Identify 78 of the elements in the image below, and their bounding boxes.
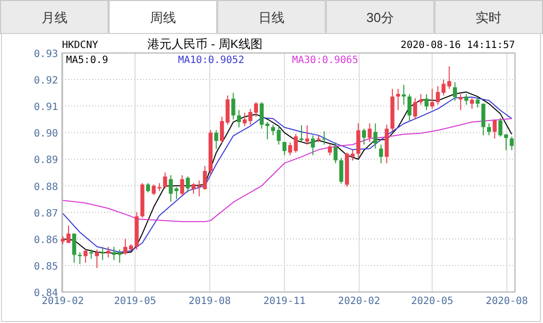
candlestick: [458, 94, 463, 111]
candlestick: [100, 246, 105, 261]
candlestick: [180, 174, 184, 197]
candlestick: [214, 130, 218, 150]
x-tick-label: 2019-02: [42, 296, 84, 307]
candlestick: [396, 88, 400, 111]
y-tick-label: 0.89: [34, 155, 58, 166]
candlestick: [424, 94, 428, 111]
candlestick: [413, 98, 418, 120]
text: MA10:0.9052: [178, 55, 244, 66]
x-tick-label: 2020-02: [338, 296, 380, 307]
candlestick: [294, 133, 298, 154]
text: 日线: [258, 10, 284, 25]
candlestick: [418, 94, 423, 106]
text: 2020-08-16 14:11:57: [400, 40, 515, 51]
candlestick: [265, 122, 270, 140]
candlestick: [339, 157, 344, 184]
x-tick-label: 2019-11: [263, 296, 306, 307]
candlestick: [328, 144, 332, 156]
x-tick-label: 2020-05: [411, 296, 454, 307]
candlestick: [356, 122, 360, 158]
candlestick: [379, 144, 384, 164]
text: 周线: [150, 10, 176, 25]
candlestick: [470, 98, 474, 110]
candlestick: [492, 118, 497, 140]
candlestick: [242, 112, 247, 127]
candlestick: [322, 130, 326, 146]
candlestick: [368, 122, 372, 142]
y-tick-label: 0.93: [34, 49, 58, 60]
chart-title: 港元人民币 - 周K线图: [148, 37, 262, 51]
y-tick-label: 0.85: [34, 261, 58, 272]
x-tick-label: 2020-08: [486, 296, 528, 307]
candlestick: [202, 165, 207, 190]
candlestick: [146, 182, 150, 193]
candlestick: [373, 122, 378, 150]
candlestick: [452, 82, 457, 102]
candlestick: [94, 249, 99, 269]
candlestick: [362, 128, 366, 146]
y-tick-label: 0.92: [34, 76, 58, 87]
text: 月线: [41, 10, 68, 25]
candlestick: [106, 246, 110, 258]
candlestick: [271, 124, 276, 136]
y-tick-label: 0.88: [34, 182, 58, 193]
x-tick-label: 2019-08: [188, 296, 231, 307]
y-tick-label: 0.87: [34, 208, 58, 220]
y-tick-label: 0.86: [34, 234, 58, 246]
candlestick: [447, 66, 452, 90]
text: HKDCNY: [62, 40, 98, 51]
text: MA30:0.9065: [292, 55, 358, 66]
candlestick: [72, 233, 76, 264]
candlestick: [334, 142, 338, 164]
candlestick: [476, 96, 480, 108]
y-tick-label: 0.90: [34, 128, 58, 140]
candlestick: [305, 124, 310, 146]
x-tick-label: 2019-05: [114, 296, 156, 307]
candlestick: [282, 141, 286, 156]
line-series: [62, 118, 512, 222]
candlestick: [84, 249, 88, 264]
candlestick: [481, 102, 486, 136]
y-tick-label: 0.91: [34, 102, 58, 114]
candlestick: [186, 176, 190, 193]
candlestick: [430, 88, 434, 110]
candlestick: [89, 249, 94, 260]
candlestick: [288, 142, 292, 156]
candlestick: [300, 124, 304, 142]
candlestick: [402, 84, 406, 106]
candlestick: [310, 134, 315, 156]
text: 实时: [476, 10, 502, 25]
candlestick: [231, 92, 236, 120]
text: 30分: [366, 10, 394, 25]
candlestick: [487, 122, 492, 136]
candlestick: [236, 110, 241, 128]
candlestick: [260, 102, 264, 130]
candlestick: [152, 184, 156, 196]
candlestick: [163, 172, 168, 189]
candlestick: [407, 94, 412, 122]
candlestick: [464, 94, 468, 106]
text: MA5:0.9: [66, 55, 108, 66]
